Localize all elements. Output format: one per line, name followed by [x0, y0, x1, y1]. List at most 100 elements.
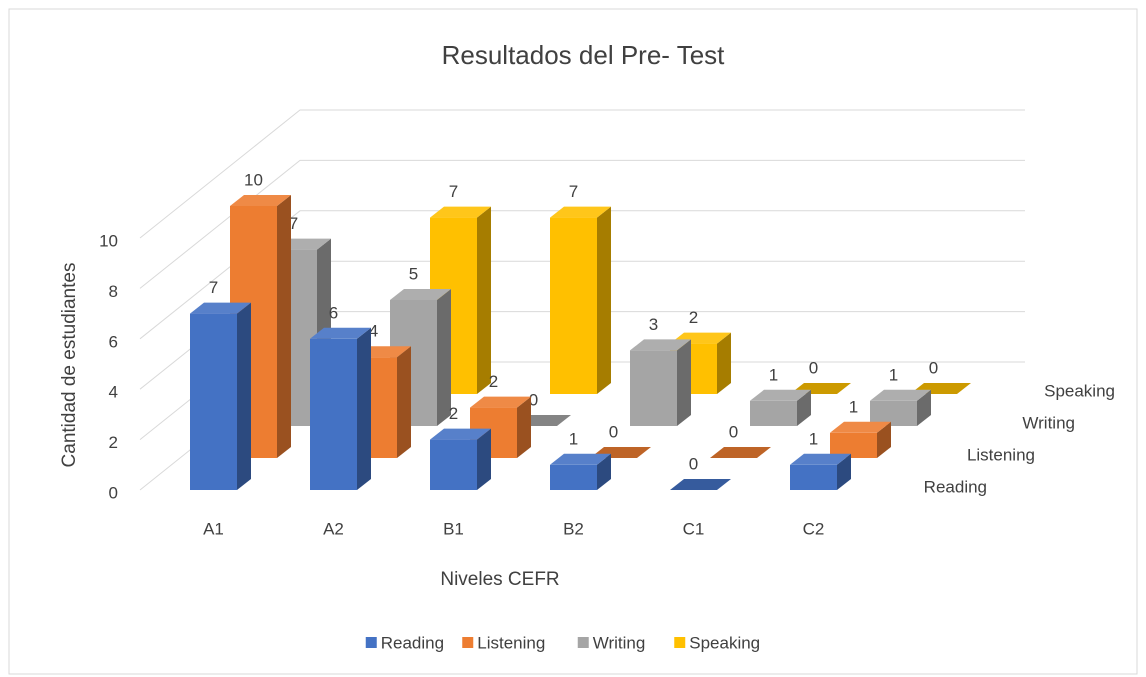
bar-front	[310, 338, 357, 490]
bar-front	[750, 400, 797, 426]
bar-side	[477, 206, 491, 394]
bar-top	[830, 421, 891, 433]
y-tick-label: 2	[109, 433, 118, 452]
bar-front	[790, 464, 837, 490]
y-tick-label: 0	[109, 483, 118, 502]
bar	[430, 428, 491, 490]
legend-swatch	[577, 637, 589, 648]
y-axis-title: Cantidad de estudiantes	[59, 263, 80, 468]
data-label: 0	[929, 358, 938, 377]
bar-top	[230, 195, 291, 206]
bar	[550, 206, 611, 394]
bar-top	[470, 396, 531, 408]
bar-front	[550, 464, 597, 490]
bar	[550, 453, 611, 490]
bar-top	[310, 327, 371, 339]
legend-swatch	[674, 637, 686, 648]
bar	[230, 195, 291, 458]
bar-side	[837, 453, 851, 490]
legend-swatch	[365, 637, 377, 648]
bar-top	[750, 389, 811, 401]
bar-side	[717, 332, 731, 394]
bar-top	[670, 479, 731, 490]
bar-side	[917, 389, 931, 426]
data-label: 0	[689, 454, 698, 473]
data-label: 2	[449, 404, 458, 423]
bar-top	[710, 447, 771, 458]
bar-side	[357, 327, 371, 490]
bar-top	[870, 389, 931, 401]
bar-side	[237, 302, 251, 490]
bar	[190, 302, 251, 490]
data-label: 1	[569, 429, 578, 448]
bar-side	[597, 453, 611, 490]
data-label: 1	[889, 365, 898, 384]
data-label: 7	[209, 278, 218, 297]
bar-side	[877, 421, 891, 458]
grid-line	[139, 210, 1025, 340]
legend-swatch	[462, 637, 474, 648]
bar-side	[597, 206, 611, 394]
bar	[870, 389, 931, 426]
y-tick-label: 6	[109, 332, 118, 351]
data-label: 1	[809, 429, 818, 448]
data-label: 0	[729, 422, 738, 441]
bar	[790, 453, 851, 490]
x-tick-label: A1	[203, 519, 224, 538]
depth-label: Reading	[924, 477, 987, 496]
x-tick-label: C2	[803, 519, 825, 538]
bar	[750, 389, 811, 426]
legend-label: Writing	[593, 633, 646, 652]
bar-side	[677, 339, 691, 426]
bar-front	[190, 313, 237, 490]
data-label: 6	[329, 303, 338, 322]
data-label: 1	[769, 365, 778, 384]
bar	[670, 479, 731, 490]
bar	[630, 339, 691, 426]
bar-top	[550, 206, 611, 218]
chart-title: Resultados del Pre- Test	[442, 40, 726, 70]
data-label: 2	[689, 308, 698, 327]
bar-side	[397, 346, 411, 458]
data-label: 0	[609, 422, 618, 441]
depth-label: Speaking	[1044, 381, 1115, 400]
bar-top	[430, 206, 491, 218]
legend-label: Speaking	[689, 633, 760, 652]
bar-top	[430, 428, 491, 440]
legend-label: Reading	[381, 633, 444, 652]
data-label: 10	[244, 170, 263, 189]
data-label: 5	[409, 264, 418, 283]
data-label: 0	[809, 358, 818, 377]
bar	[710, 447, 771, 458]
y-tick-label: 10	[99, 231, 118, 250]
bar-front	[550, 217, 597, 394]
depth-label: Writing	[1022, 413, 1075, 432]
x-axis-title: Niveles CEFR	[440, 569, 559, 590]
bar-top	[190, 302, 251, 314]
bar-side	[437, 289, 451, 426]
y-tick-label: 8	[109, 282, 118, 301]
y-tick-label: 4	[109, 383, 118, 402]
data-label: 7	[289, 214, 298, 233]
data-label: 7	[569, 182, 578, 201]
bar-top	[630, 339, 691, 351]
bar	[310, 327, 371, 490]
legend-label: Listening	[477, 633, 545, 652]
bar-side	[797, 389, 811, 426]
data-label: 0	[529, 390, 538, 409]
bar-front	[430, 439, 477, 490]
data-label: 7	[449, 182, 458, 201]
bar-top	[390, 289, 451, 300]
bar-top	[790, 453, 851, 465]
x-tick-label: C1	[683, 519, 705, 538]
grid-line	[139, 109, 1025, 239]
x-tick-label: B1	[443, 519, 464, 538]
x-tick-label: A2	[323, 519, 344, 538]
bar-top	[550, 453, 611, 465]
bar-side	[277, 195, 291, 458]
bar-front	[630, 350, 677, 426]
data-label: 1	[849, 397, 858, 416]
bar-side	[477, 428, 491, 490]
x-tick-label: B2	[563, 519, 584, 538]
